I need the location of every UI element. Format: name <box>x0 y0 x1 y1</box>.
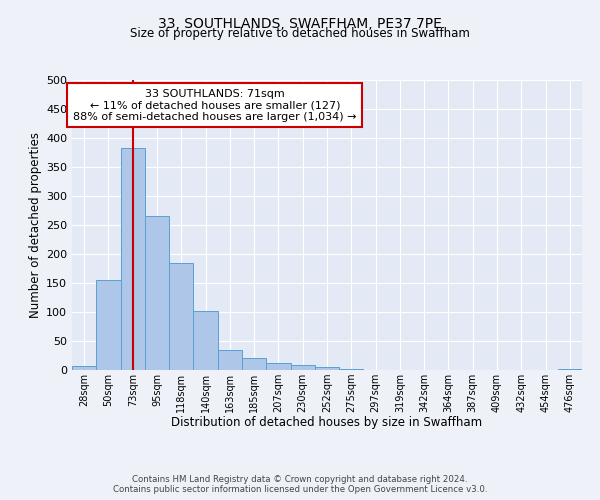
Bar <box>96 280 121 370</box>
Bar <box>218 350 242 370</box>
Bar <box>145 216 169 370</box>
Text: Contains HM Land Registry data © Crown copyright and database right 2024.: Contains HM Land Registry data © Crown c… <box>132 475 468 484</box>
Bar <box>193 312 218 370</box>
Bar <box>72 366 96 370</box>
Bar <box>169 264 193 370</box>
Y-axis label: Number of detached properties: Number of detached properties <box>29 132 42 318</box>
Bar <box>290 366 315 370</box>
Bar <box>242 358 266 370</box>
Bar <box>266 363 290 370</box>
Text: Contains public sector information licensed under the Open Government Licence v3: Contains public sector information licen… <box>113 484 487 494</box>
Text: 33, SOUTHLANDS, SWAFFHAM, PE37 7PE: 33, SOUTHLANDS, SWAFFHAM, PE37 7PE <box>158 18 442 32</box>
Text: Size of property relative to detached houses in Swaffham: Size of property relative to detached ho… <box>130 28 470 40</box>
Bar <box>121 148 145 370</box>
Bar <box>315 367 339 370</box>
X-axis label: Distribution of detached houses by size in Swaffham: Distribution of detached houses by size … <box>172 416 482 430</box>
Bar <box>558 369 582 370</box>
Bar <box>339 369 364 370</box>
Text: 33 SOUTHLANDS: 71sqm
← 11% of detached houses are smaller (127)
88% of semi-deta: 33 SOUTHLANDS: 71sqm ← 11% of detached h… <box>73 88 356 122</box>
